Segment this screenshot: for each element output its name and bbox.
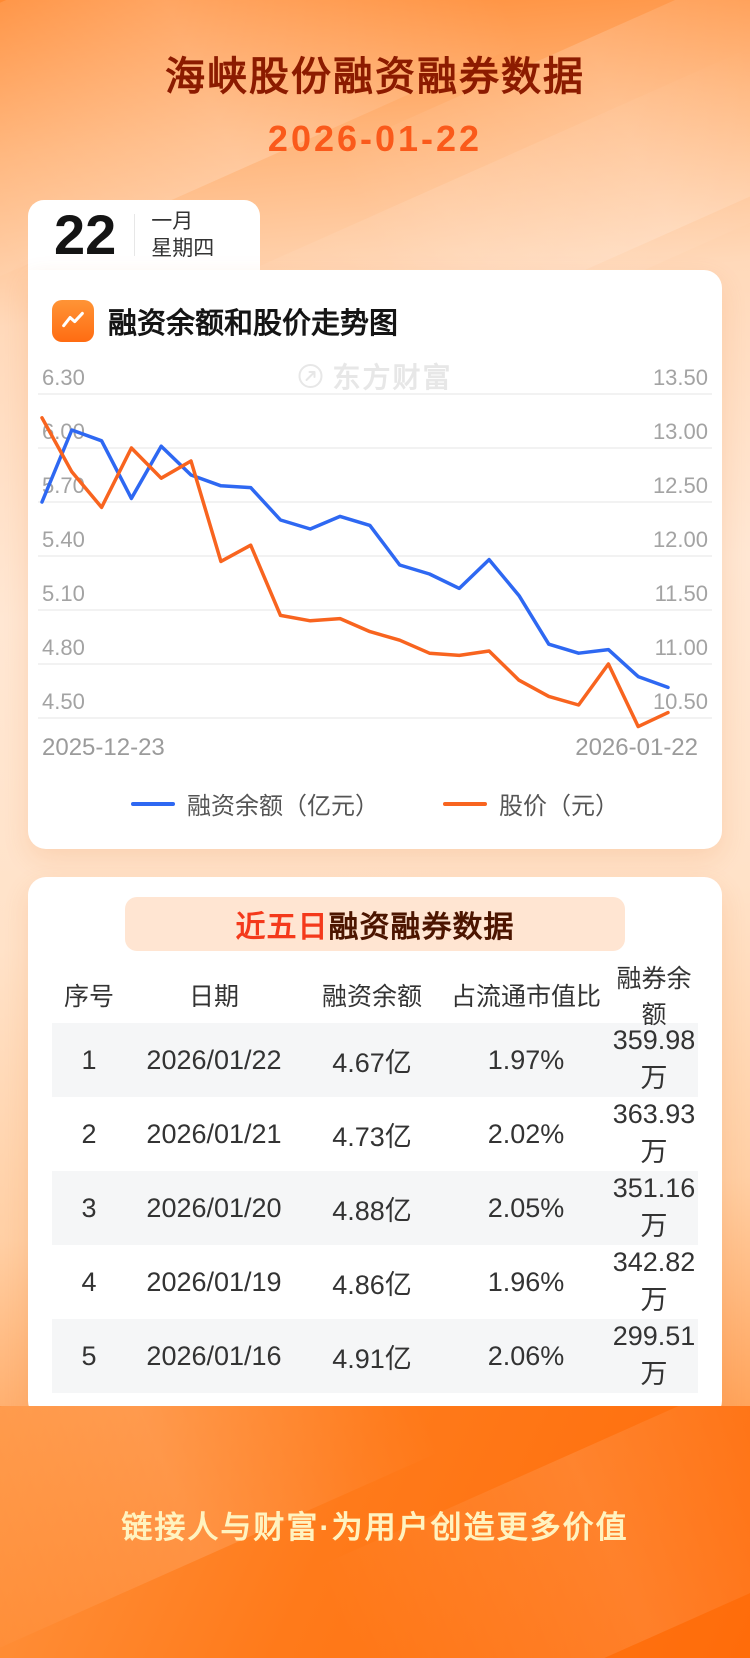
table-row: 3 2026/01/20 4.88亿 2.05% 351.16万	[52, 1171, 698, 1245]
table-row: 5 2026/01/16 4.91亿 2.06% 299.51万	[52, 1319, 698, 1393]
dual-axis-line-chart: 6.30 13.506.00 13.005.70 12.505.40 12.005.10…	[38, 368, 712, 729]
right-axis-tick: 11.00	[655, 635, 708, 660]
right-axis-tick: 11.50	[655, 581, 708, 606]
table-card: 近五日 融资融券数据 东方财富 序号日期融资余额占流通市值比融券余额12026/…	[28, 877, 722, 1419]
page-title: 海峡股份融资融券数据	[165, 55, 585, 99]
table-row: 2 2026/01/21 4.73亿 2.02% 363.93万	[52, 1097, 698, 1171]
chart-legend: 融资余额（亿元） 股价（元）	[28, 786, 722, 821]
table-cell: 2026/01/19	[146, 1266, 282, 1297]
table-cell: 3	[81, 1192, 97, 1223]
table-cell: 2026/01/20	[146, 1192, 282, 1223]
date-badge: 22 一月 星期四	[28, 200, 260, 270]
line-chart-icon	[52, 300, 94, 342]
table-header-cell: 占流通市值比	[450, 983, 601, 1011]
left-axis-tick: 6.30	[42, 368, 85, 390]
legend-swatch-blue	[131, 801, 175, 806]
footer: 链接人与财富·为用户创造更多价值	[0, 1406, 750, 1658]
left-axis-tick: 4.80	[42, 635, 85, 660]
table-cell: 2	[81, 1118, 97, 1149]
date-badge-divider	[134, 214, 136, 256]
table-cell: 1.96%	[487, 1266, 565, 1297]
legend-label: 股价（元）	[499, 793, 619, 820]
table-cell: 342.82万	[612, 1247, 696, 1315]
table-header-row: 序号 日期 融资余额 占流通市值比 融券余额	[52, 965, 698, 1029]
right-axis-tick: 10.50	[653, 689, 708, 714]
five-day-data-table: 序号 日期 融资余额 占流通市值比 融券余额 1 2026/01/22 4.67亿 1.97% 3…	[52, 965, 698, 1393]
x-axis-end-label: 2026-01-22	[575, 734, 698, 761]
table-cell: 2.02%	[487, 1118, 565, 1149]
table-title: 近五日 融资融券数据	[125, 897, 625, 951]
table-cell: 363.93万	[612, 1099, 696, 1167]
left-axis-tick: 5.40	[42, 527, 85, 552]
table-cell: 2.05%	[487, 1192, 565, 1223]
legend-item-financing-balance: 融资余额（亿元）	[131, 786, 379, 821]
right-axis-tick: 13.00	[653, 419, 708, 444]
table-header-cell: 融券余额	[616, 965, 692, 1029]
chart-area: 6.30 13.50 6.00 13.00 5.70 12.50 5.40 12.00 5.10…	[28, 368, 722, 821]
table-cell: 4.91亿	[332, 1343, 412, 1374]
right-axis-tick: 12.50	[653, 473, 708, 498]
series-line	[40, 416, 670, 729]
table-header-cell: 序号	[63, 983, 114, 1011]
table-cell: 4.67亿	[332, 1047, 412, 1078]
table-cell: 2026/01/16	[146, 1340, 282, 1371]
table-cell: 4.73亿	[332, 1121, 412, 1152]
chart-title: 融资余额和股价走势图	[108, 308, 399, 340]
chart-card: 融资余额和股价走势图 东方财富 6.30 13.50 6.00 13.00 5.70 12…	[28, 270, 722, 849]
table-cell: 4	[81, 1266, 97, 1297]
table-cell: 1	[81, 1044, 97, 1075]
page-date: 2026-01-22	[267, 118, 483, 159]
table-header-cell: 融资余额	[321, 983, 422, 1011]
chart-header: 融资余额和股价走势图	[28, 300, 722, 342]
series-line	[40, 428, 670, 690]
left-axis-tick: 4.50	[42, 689, 85, 714]
right-axis-tick: 13.50	[653, 368, 708, 390]
table-row: 4 2026/01/19 4.86亿 1.96% 342.82万	[52, 1245, 698, 1319]
date-badge-weekday: 星期四	[151, 237, 215, 260]
table-cell: 5	[81, 1340, 97, 1371]
table-cell: 351.16万	[612, 1173, 696, 1241]
x-axis-start-label: 2025-12-23	[42, 734, 165, 761]
date-badge-month: 一月	[151, 210, 194, 233]
footer-slogan: 链接人与财富·为用户创造更多价值	[121, 1510, 629, 1545]
table-cell: 359.98万	[612, 1025, 696, 1093]
legend-label: 融资余额（亿元）	[187, 793, 379, 820]
table-cell: 299.51万	[612, 1321, 696, 1389]
right-axis-tick: 12.00	[653, 527, 708, 552]
table-title-rest: 融资融券数据	[328, 911, 515, 944]
legend-swatch-orange	[443, 801, 487, 806]
table-cell: 1.97%	[487, 1044, 565, 1075]
table-row: 1 2026/01/22 4.67亿 1.97% 359.98万	[52, 1023, 698, 1097]
table-cell: 4.86亿	[332, 1269, 412, 1300]
table-title-highlight: 近五日	[235, 911, 329, 944]
left-axis-tick: 5.10	[42, 581, 85, 606]
table-header-cell: 日期	[188, 983, 239, 1011]
table-cell: 4.88亿	[332, 1195, 412, 1226]
table-cell: 2026/01/22	[146, 1044, 282, 1075]
date-badge-day: 22	[54, 203, 117, 266]
table-cell: 2026/01/21	[146, 1118, 282, 1149]
table-cell: 2.06%	[487, 1340, 565, 1371]
legend-item-stock-price: 股价（元）	[443, 786, 619, 821]
